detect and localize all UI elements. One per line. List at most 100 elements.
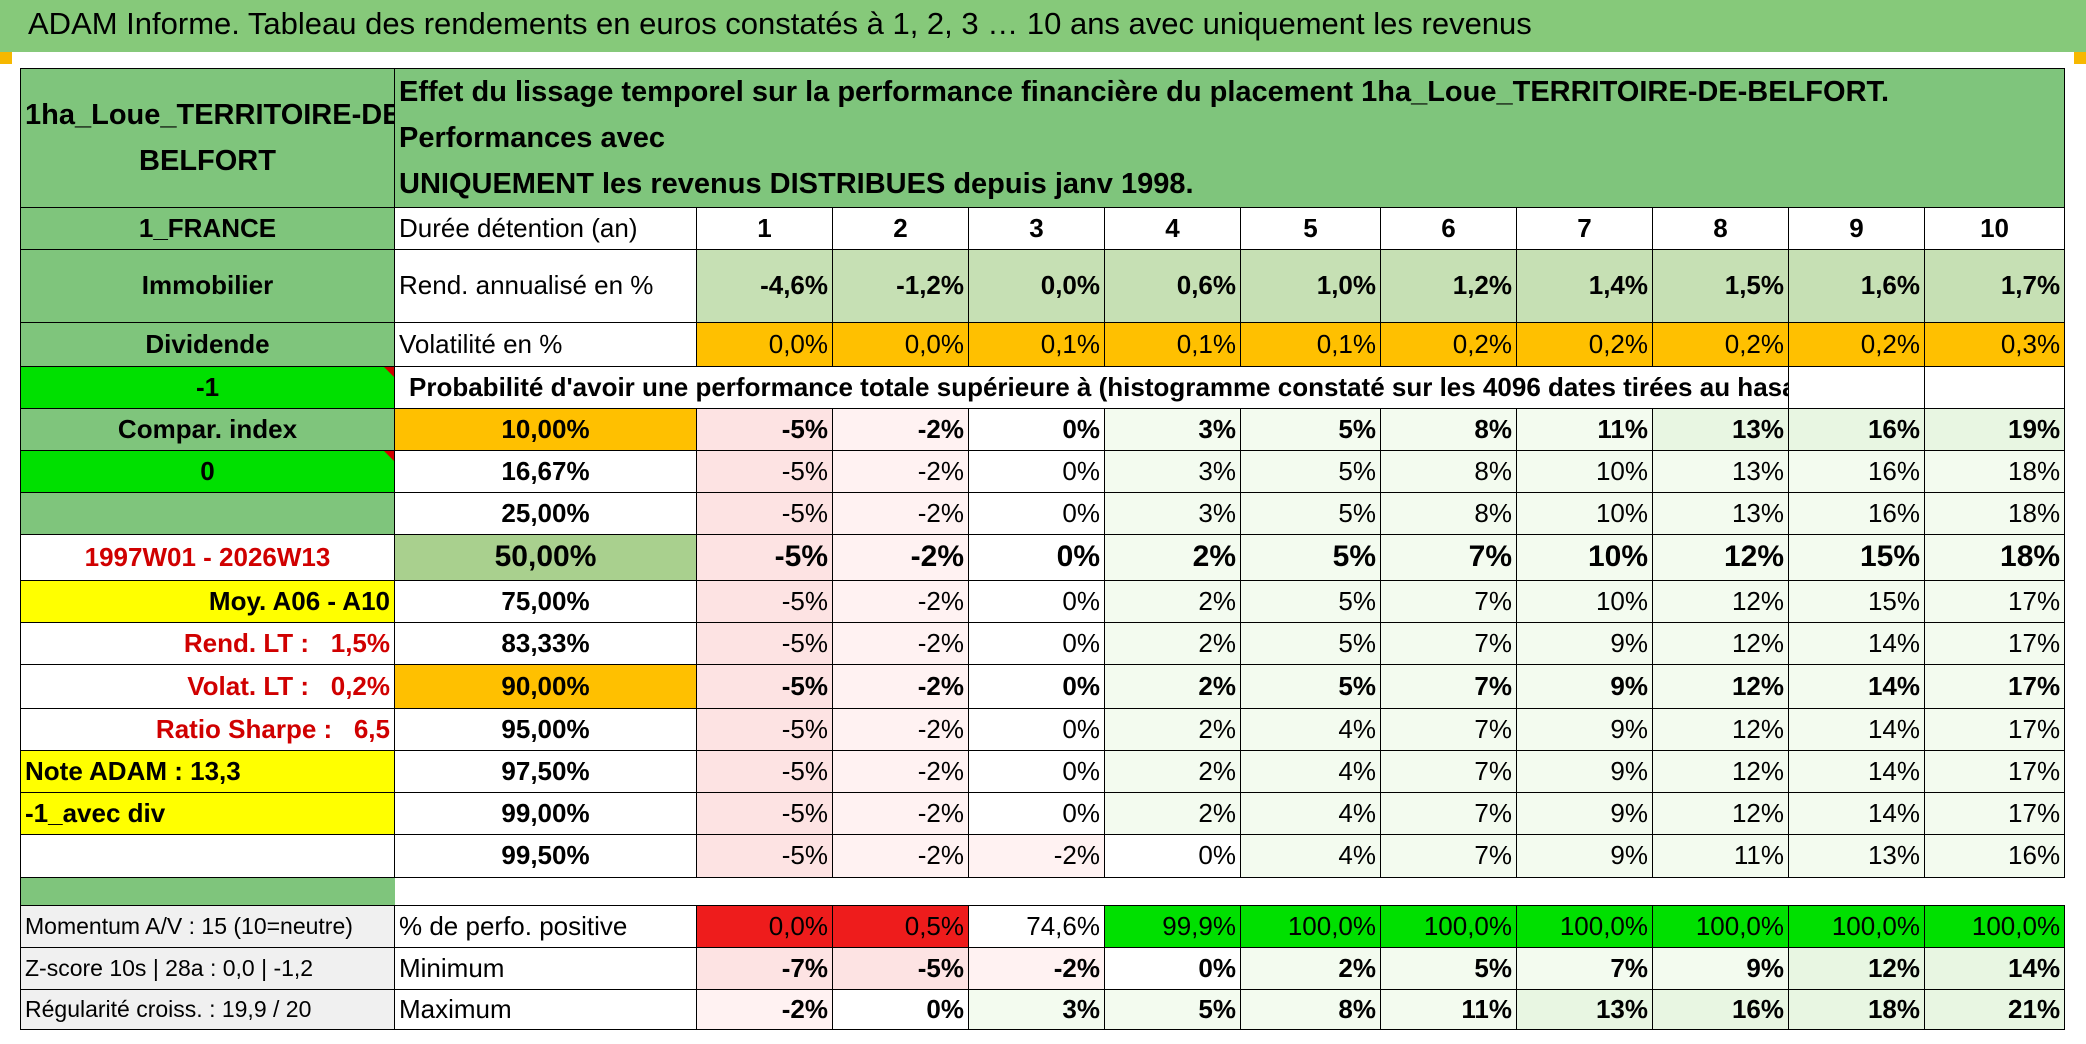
percentile-label: 50,00% — [394, 533, 697, 581]
max-value: 11% — [1380, 988, 1517, 1031]
empty-cell — [1923, 365, 2066, 409]
percentile-value: 15% — [1788, 533, 1925, 581]
rend-value: 1,7% — [1923, 249, 2066, 323]
max-value: 18% — [1788, 988, 1925, 1031]
percentile-value: 0% — [968, 750, 1105, 794]
spacer — [395, 877, 2065, 905]
min-label: Minimum — [394, 946, 697, 990]
year-4: 4 — [1104, 207, 1241, 251]
max-value: 8% — [1240, 988, 1381, 1031]
percentile-value: 3% — [1104, 407, 1241, 451]
max-value: 21% — [1923, 988, 2066, 1031]
momentum-cell: Momentum A/V : 15 (10=neutre) — [20, 904, 395, 948]
percentile-value: 2% — [1104, 664, 1241, 710]
percentile-value: -2% — [832, 449, 969, 493]
positive-value: 100,0% — [1923, 904, 2066, 948]
percentile-value: 4% — [1240, 750, 1381, 794]
percentile-value: 0% — [968, 449, 1105, 493]
percentile-value: 0% — [968, 622, 1105, 666]
percentile-value: 5% — [1240, 533, 1381, 581]
percentile-value: 7% — [1380, 708, 1517, 752]
percentile-value: -5% — [696, 407, 833, 451]
year-7: 7 — [1516, 207, 1653, 251]
rend-lt-value: 1,5% — [330, 628, 390, 659]
percentile-value: 7% — [1380, 579, 1517, 624]
vol-value: 0,0% — [832, 321, 969, 367]
percentile-value: 7% — [1380, 834, 1517, 878]
rend-value: 1,5% — [1652, 249, 1789, 323]
percentile-value: 0% — [1104, 834, 1241, 878]
sharpe-value: 6,5 — [353, 714, 390, 745]
percentile-value: 2% — [1104, 579, 1241, 624]
percentile-value: 10% — [1516, 579, 1653, 624]
title-bar: ADAM Informe. Tableau des rendements en … — [0, 0, 2086, 52]
percentile-value: 10% — [1516, 491, 1653, 535]
average-label: Moy. A06 - A10 — [20, 579, 395, 624]
percentile-value: 9% — [1516, 622, 1653, 666]
max-label: Maximum — [394, 988, 697, 1031]
percentile-value: 7% — [1380, 622, 1517, 666]
volat-lt-cell: Volat. LT : 0,2% — [20, 664, 395, 710]
percentile-value: 9% — [1516, 750, 1653, 794]
percentile-value: 5% — [1240, 449, 1381, 493]
percentile-value: 4% — [1240, 708, 1381, 752]
percentile-value: 13% — [1788, 834, 1925, 878]
zscore-cell: Z-score 10s | 28a : 0,0 | -1,2 — [20, 946, 395, 990]
volat-lt-value: 0,2% — [330, 671, 390, 702]
percentile-value: -5% — [696, 622, 833, 666]
sharpe-label: Ratio Sharpe : — [155, 714, 333, 745]
rend-value: 0,0% — [968, 249, 1105, 323]
percentile-value: 13% — [1652, 491, 1789, 535]
percentile-value: 16% — [1788, 491, 1925, 535]
percentile-value: -5% — [696, 750, 833, 794]
percentile-value: 17% — [1923, 664, 2066, 710]
rend-value: 1,2% — [1380, 249, 1517, 323]
positive-value: 100,0% — [1516, 904, 1653, 948]
vol-value: 0,1% — [1240, 321, 1381, 367]
percentile-value: 8% — [1380, 407, 1517, 451]
percentile-value: 0% — [968, 708, 1105, 752]
min-value: -7% — [696, 946, 833, 990]
percentile-value: 0% — [968, 533, 1105, 581]
min-value: -2% — [968, 946, 1105, 990]
positive-value: 0,0% — [696, 904, 833, 948]
percentile-value: -5% — [696, 491, 833, 535]
percentile-value: 5% — [1240, 491, 1381, 535]
min-value: 2% — [1240, 946, 1381, 990]
percentile-value: 13% — [1652, 449, 1789, 493]
percentile-value: 8% — [1380, 449, 1517, 493]
vol-value: 0,2% — [1788, 321, 1925, 367]
description-cell: Effet du lissage temporel sur la perform… — [393, 67, 2066, 209]
rend-value: 1,4% — [1516, 249, 1653, 323]
percentile-value: 2% — [1104, 792, 1241, 836]
percentile-value: 4% — [1240, 834, 1381, 878]
rend-value: 1,0% — [1240, 249, 1381, 323]
rend-lt-label: Rend. LT : — [183, 628, 310, 659]
year-8: 8 — [1652, 207, 1789, 251]
percentile-label: 97,50% — [394, 750, 697, 794]
probability-label: Probabilité d'avoir une performance tota… — [394, 365, 1789, 409]
percentile-value: -5% — [696, 579, 833, 624]
spacer-green — [20, 876, 395, 906]
percentile-value: 10% — [1516, 449, 1653, 493]
vol-value: 0,1% — [1104, 321, 1241, 367]
percentile-value: 18% — [1923, 533, 2066, 581]
percentile-value: 12% — [1652, 533, 1789, 581]
percentile-value: 2% — [1104, 750, 1241, 794]
empty-cell — [20, 834, 395, 878]
percentile-value: -2% — [832, 834, 969, 878]
percentile-value: 9% — [1516, 708, 1653, 752]
min-value: 0% — [1104, 946, 1241, 990]
percentile-value: 0% — [968, 407, 1105, 451]
percentile-value: 11% — [1652, 834, 1789, 878]
rend-value: -4,6% — [696, 249, 833, 323]
percentile-value: -2% — [968, 834, 1105, 878]
percentile-label: 16,67% — [394, 449, 697, 493]
percentile-value: 9% — [1516, 792, 1653, 836]
compar-index-label: Compar. index — [20, 407, 395, 451]
fund-name-cell: 1ha_Loue_TERRITOIRE-DE- BELFORT — [20, 67, 395, 209]
positive-value: 100,0% — [1652, 904, 1789, 948]
percentile-label: 75,00% — [394, 579, 697, 624]
percentile-value: 16% — [1923, 834, 2066, 878]
percentile-value: 12% — [1652, 792, 1789, 836]
